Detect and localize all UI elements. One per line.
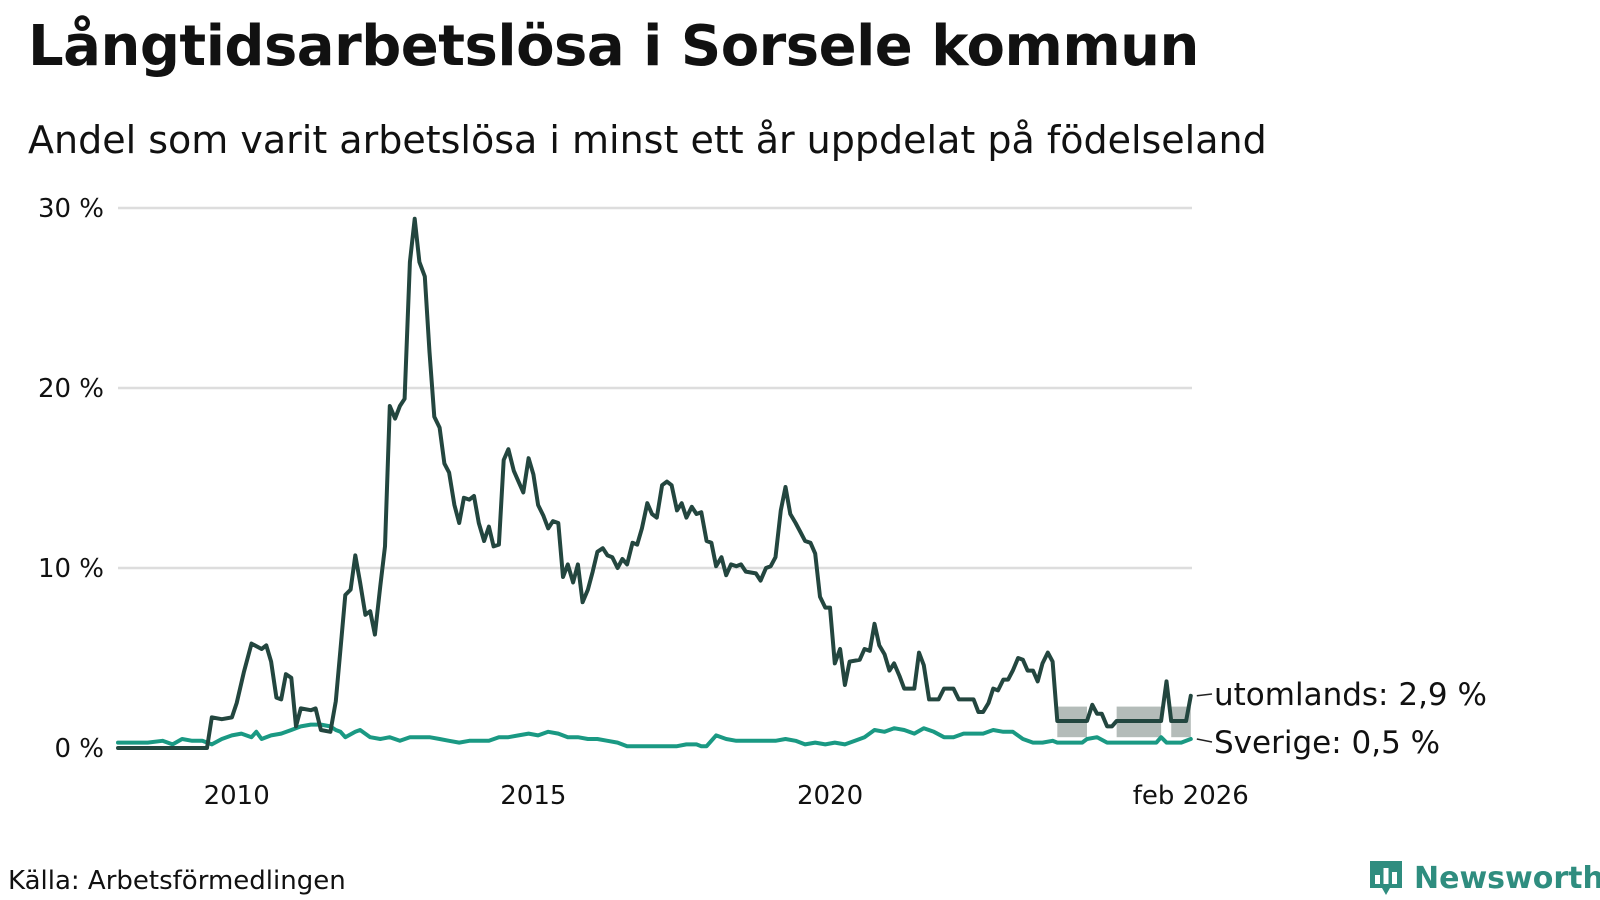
source-note: Källa: Arbetsförmedlingen (8, 866, 346, 896)
x-tick-label: 2020 (797, 781, 863, 811)
y-axis-ticks: 0 % 10 % 20 % 30 % (38, 194, 104, 764)
chart-title: Långtidsarbetslösa i Sorsele kommun (28, 14, 1199, 79)
x-tick-label: 2010 (204, 781, 270, 811)
series-line-utomlands (116, 216, 1193, 750)
leader-line (1196, 738, 1213, 743)
y-tick-label: 20 % (38, 374, 104, 404)
x-tick-label: 2015 (500, 781, 566, 811)
series-lines (116, 216, 1193, 750)
chart-subtitle: Andel som varit arbetslösa i minst ett å… (28, 118, 1267, 162)
bar-chart-icon (1370, 861, 1402, 895)
end-label-utomlands: utomlands: 2,9 % (1214, 677, 1487, 713)
end-label-sverige: Sverige: 0,5 % (1214, 725, 1440, 761)
y-tick-label: 10 % (38, 554, 104, 584)
series-line-sverige (116, 722, 1193, 749)
gridlines (118, 206, 1192, 570)
y-tick-label: 0 % (54, 734, 104, 764)
y-tick-label: 30 % (38, 194, 104, 224)
series-end-labels: utomlands: 2,9 % Sverige: 0,5 % (1196, 677, 1487, 761)
x-axis-ticks: 2010 2015 2020 feb 2026 (204, 781, 1249, 811)
newsworthy-logo: Newsworthy (1368, 858, 1600, 898)
leader-line (1196, 693, 1213, 697)
brand-name: Newsworthy (1414, 860, 1600, 896)
x-tick-label: feb 2026 (1133, 781, 1249, 811)
